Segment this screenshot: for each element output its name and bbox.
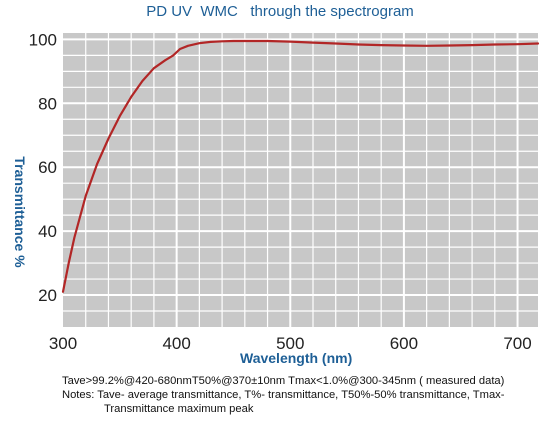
- x-tick-label: 500: [276, 334, 304, 353]
- y-tick-label: 20: [38, 286, 57, 305]
- notes-line-summary: Tave>99.2%@420-680nmT50%@370±10nm Tmax<1…: [62, 375, 505, 387]
- y-tick-label: 100: [29, 30, 57, 49]
- notes-block: Tave>99.2%@420-680nmT50%@370±10nm Tmax<1…: [62, 374, 557, 416]
- x-tick-label: 600: [390, 334, 418, 353]
- transmittance-line: [61, 39, 540, 293]
- notes-line-definitions: Notes: Tave- average transmittance, T%- …: [62, 389, 505, 401]
- y-tick-label: 80: [38, 94, 57, 113]
- x-axis-label: Wavelength (nm): [240, 350, 353, 366]
- chart-plot: 20 40 60 80 100 300 400 500 600 700: [29, 30, 540, 353]
- x-tick-label: 300: [49, 334, 77, 353]
- x-tick-label: 400: [162, 334, 190, 353]
- chart-title: PD UV WMC through the spectrogram: [146, 3, 414, 20]
- y-tick-label: 60: [38, 158, 57, 177]
- x-tick-label: 700: [503, 334, 531, 353]
- plot-area: [63, 33, 538, 327]
- notes-line-continuation: Transmittance maximum peak: [104, 403, 254, 415]
- y-tick-label: 40: [38, 222, 57, 241]
